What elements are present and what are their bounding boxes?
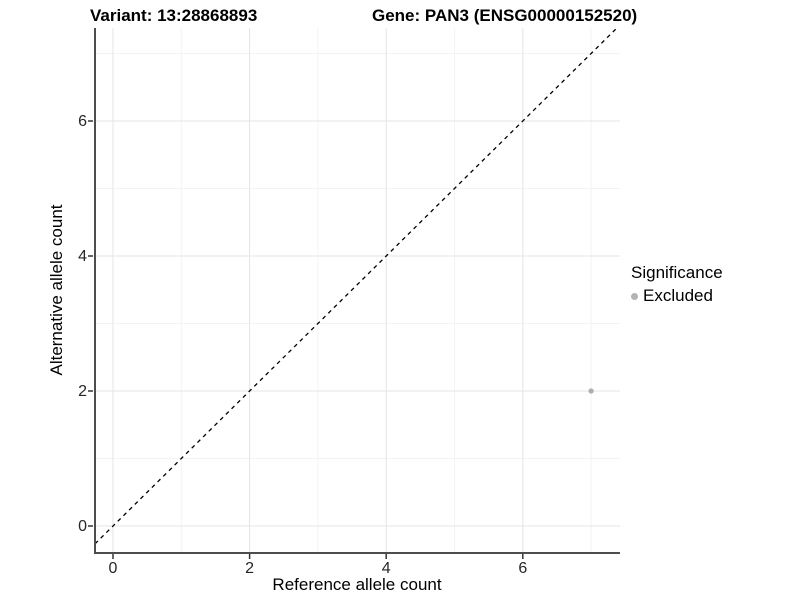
legend-item-label: Excluded [643,286,713,305]
x-tick-label: 2 [245,560,255,577]
legend: Significance Excluded [631,263,723,306]
y-tick-label: 4 [78,247,87,265]
x-axis-title: Reference allele count [272,575,442,594]
legend-key-dot-icon [631,292,638,300]
y-tick-label: 6 [78,112,87,130]
gene-title: Gene: PAN3 (ENSG00000152520) [372,6,638,25]
legend-title: Significance [631,263,723,282]
x-tick-label: 4 [381,560,391,577]
variant-title: Variant: 13:28868893 [90,6,258,25]
y-tick-label: 2 [78,382,87,400]
y-tick-label: 0 [78,517,87,535]
data-point [588,388,594,394]
reference-line [94,27,618,545]
x-tick-label: 6 [518,560,528,577]
legend-item-excluded: Excluded [631,286,723,306]
x-tick-label: 0 [108,560,118,577]
